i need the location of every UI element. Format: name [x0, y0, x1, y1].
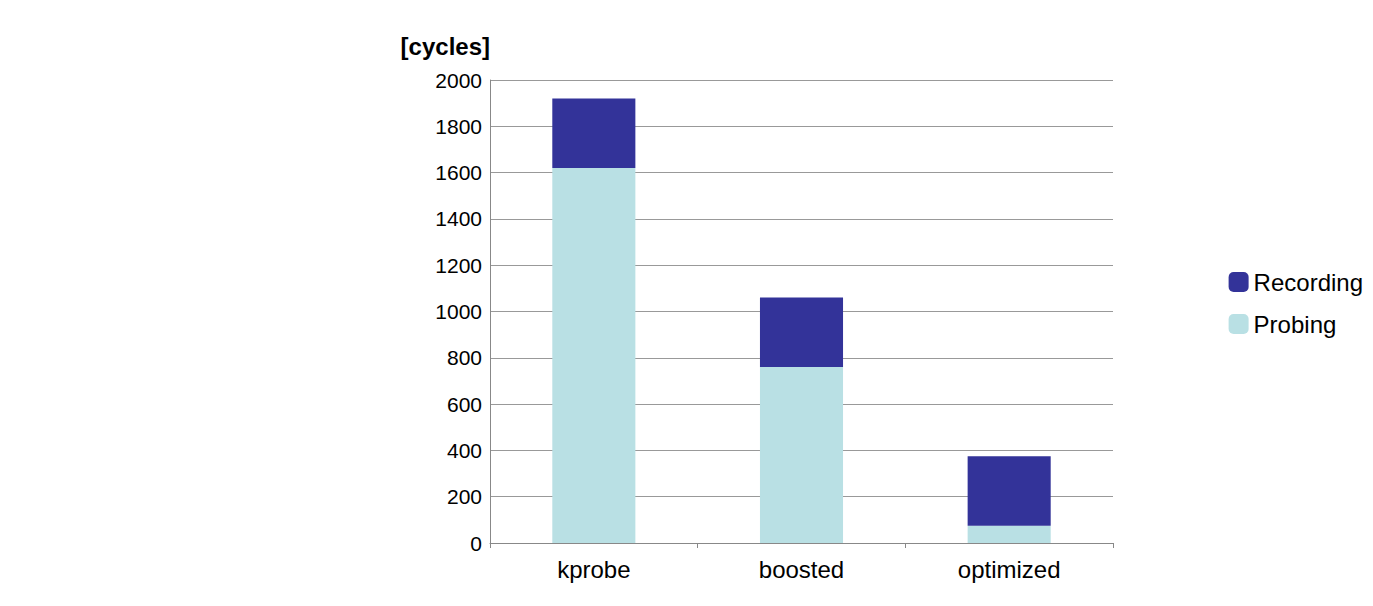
svg-text:600: 600	[447, 393, 482, 416]
svg-text:boosted: boosted	[759, 556, 844, 583]
svg-text:2000: 2000	[435, 69, 482, 92]
svg-text:Probing: Probing	[1254, 311, 1337, 338]
svg-text:[cycles]: [cycles]	[401, 33, 490, 60]
svg-text:Recording: Recording	[1254, 269, 1363, 296]
svg-text:1200: 1200	[435, 254, 482, 277]
svg-text:kprobe: kprobe	[557, 556, 630, 583]
svg-text:800: 800	[447, 346, 482, 369]
svg-text:400: 400	[447, 439, 482, 462]
svg-text:1600: 1600	[435, 161, 482, 184]
svg-text:1000: 1000	[435, 300, 482, 323]
svg-text:1400: 1400	[435, 207, 482, 230]
svg-text:optimized: optimized	[958, 556, 1061, 583]
svg-text:1800: 1800	[435, 115, 482, 138]
svg-text:0: 0	[470, 532, 482, 555]
svg-text:200: 200	[447, 485, 482, 508]
